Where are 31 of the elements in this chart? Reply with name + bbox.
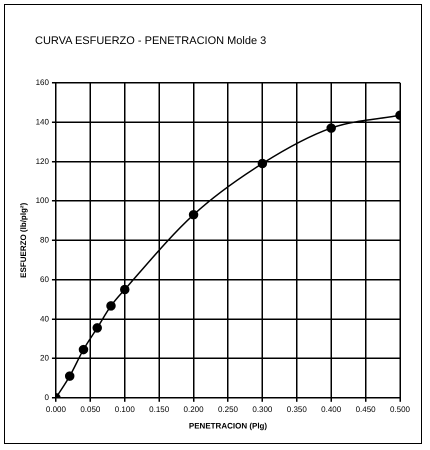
y-tick-label: 80 bbox=[40, 236, 50, 245]
y-tick-label: 60 bbox=[40, 274, 50, 284]
x-tick-label: 0.250 bbox=[218, 404, 239, 414]
x-tick-label: 0.200 bbox=[184, 404, 204, 414]
point bbox=[106, 301, 116, 311]
x-tick-label: 0.000 bbox=[46, 404, 66, 414]
x-axis-title: PENETRACION (Plg) bbox=[188, 421, 268, 430]
y-tick-label: 0 bbox=[44, 393, 50, 402]
x-tick-label: 0.150 bbox=[149, 404, 170, 414]
x-tick-label: 0.350 bbox=[286, 404, 308, 414]
point bbox=[326, 123, 336, 133]
point bbox=[188, 210, 198, 220]
x-tick-label: 0.100 bbox=[114, 404, 136, 414]
point bbox=[78, 344, 88, 354]
y-tick-label: 160 bbox=[36, 78, 50, 88]
y-tick-label: 120 bbox=[36, 156, 50, 166]
point bbox=[258, 158, 268, 168]
point bbox=[120, 284, 130, 294]
x-tick-label: 0.050 bbox=[80, 404, 101, 414]
y-tick-label: 20 bbox=[40, 354, 50, 363]
x-tick-label: 0.500 bbox=[390, 404, 411, 414]
chart-title: CURVA ESFUERZO - PENETRACION Molde 3 bbox=[35, 35, 266, 47]
point bbox=[64, 371, 74, 381]
y-tick-label: 100 bbox=[36, 196, 50, 206]
x-tick-label: 0.400 bbox=[321, 404, 342, 414]
x-tick-label: 0.300 bbox=[252, 404, 273, 414]
y-tick-label: 40 bbox=[40, 314, 50, 324]
x-tick-label: 0.450 bbox=[356, 404, 376, 414]
point bbox=[92, 323, 102, 333]
y-axis-title: ESFUERZO (lb/plg²) bbox=[19, 202, 28, 278]
y-tick-label: 140 bbox=[36, 117, 50, 126]
